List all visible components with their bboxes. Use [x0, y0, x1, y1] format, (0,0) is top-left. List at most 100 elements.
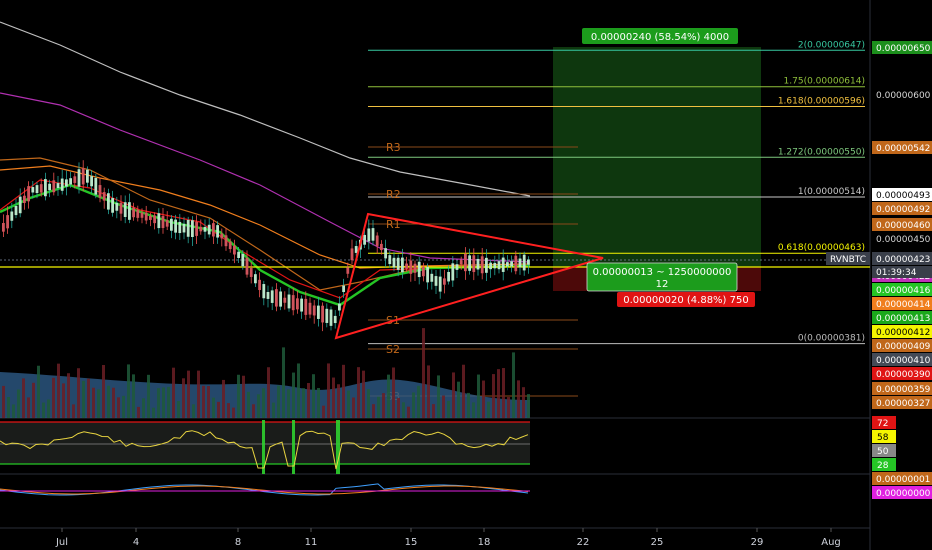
price-axis-label: 0.00000409	[876, 342, 931, 352]
volume-bar	[322, 405, 325, 418]
candle-body	[86, 169, 89, 183]
candle-body	[60, 178, 64, 191]
stop-label: 0.00000020 (4.88%) 750	[623, 295, 748, 306]
volume-bar	[2, 385, 5, 418]
candle-body	[140, 212, 144, 218]
candle-body	[325, 308, 329, 323]
candle-body	[275, 289, 278, 307]
candle-body	[514, 255, 518, 272]
volume-bar	[102, 365, 105, 418]
rsi-axis-label: 28	[877, 461, 889, 471]
fib-level-label: 2(0.00000647)	[798, 40, 865, 50]
volume-bar	[97, 389, 100, 418]
candle-body	[207, 224, 211, 235]
candle-body	[241, 253, 245, 267]
position-labels: 0.00000240 (58.54%) 4000 0.00000013 ~ 125…	[582, 28, 755, 307]
candle-body	[174, 219, 177, 233]
candle-body	[279, 291, 282, 307]
volume-bar	[307, 383, 310, 418]
volume-bar	[452, 372, 455, 418]
candle-body	[497, 261, 501, 270]
price-axis-tag	[872, 353, 932, 366]
candle-body	[409, 260, 413, 274]
candle-body	[329, 309, 333, 326]
candle-body	[413, 263, 417, 273]
volume-bar	[22, 378, 25, 418]
price-axis-label: 0.00000460	[876, 221, 931, 231]
candle-body	[31, 187, 35, 193]
candle-body	[153, 215, 156, 224]
candle-body	[90, 176, 93, 187]
volume-bar	[417, 385, 420, 418]
volume-bar	[207, 386, 210, 418]
candle-body	[459, 260, 463, 265]
candle-body	[426, 266, 429, 283]
price-axis-label: 0.00000416	[876, 286, 931, 296]
rsi-axis-tag	[872, 416, 896, 429]
macd-pane	[0, 483, 530, 496]
ratio-label-line2: 12	[656, 279, 669, 290]
candle-body	[98, 185, 102, 198]
candle-body	[136, 209, 140, 218]
candle-body	[287, 294, 291, 309]
volume-bar	[12, 404, 15, 418]
time-label: 8	[235, 537, 241, 548]
volume-bar	[432, 404, 435, 418]
volume-bar	[347, 390, 350, 418]
volume-bar	[82, 380, 85, 418]
volume-bar	[252, 404, 255, 418]
candle-body	[396, 257, 400, 270]
candle-body	[10, 211, 14, 221]
time-label: Jul	[55, 537, 68, 548]
price-axis-label: 0.00000600	[876, 91, 931, 101]
rsi-oversold-marker	[292, 420, 295, 474]
volume-bar	[47, 399, 50, 418]
pivot-label: R2	[386, 188, 401, 201]
price-axis-label: 0.00000359	[876, 385, 931, 395]
candle-body	[73, 176, 77, 183]
price-axis[interactable]: 0.00000650 0.00000600 0.00000542 0.00000493…	[826, 41, 932, 499]
volume-bar	[297, 363, 300, 418]
candle-body	[44, 179, 47, 197]
candle-body	[2, 223, 5, 232]
price-axis-tag	[872, 367, 932, 380]
candle-body	[111, 198, 114, 213]
volume-bar	[77, 368, 80, 418]
candle-body	[493, 262, 497, 269]
volume-bar	[232, 407, 235, 418]
candle-body	[350, 248, 354, 261]
time-axis[interactable]: Jul 4 8 11 15 18 22 25 29 Aug	[55, 528, 841, 548]
ma-line	[0, 92, 531, 263]
fib-extension[interactable]: 2(0.00000647) 1.75(0.00000614) 1.618(0.000…	[368, 40, 865, 345]
volume-bar	[492, 374, 495, 418]
volume-bar	[407, 406, 410, 418]
volume-bar	[382, 393, 385, 418]
volume-bar	[152, 407, 155, 418]
time-label: 29	[751, 537, 764, 548]
volume-bar	[482, 380, 485, 418]
candle-body	[161, 216, 165, 228]
candle-body	[346, 267, 350, 274]
symmetrical-triangle[interactable]	[334, 212, 604, 340]
candle-body	[119, 202, 123, 214]
candle-body	[312, 305, 316, 316]
candle-body	[455, 264, 459, 270]
time-label: 18	[478, 537, 491, 548]
volume-bar	[202, 385, 205, 418]
volume-bar	[342, 364, 345, 418]
volume-bar	[242, 375, 245, 418]
candle-body	[199, 226, 203, 232]
candle-body	[354, 246, 358, 253]
candle-body	[522, 254, 526, 271]
candle-body	[18, 196, 22, 214]
volume-bar	[457, 381, 460, 418]
candle-body	[233, 245, 236, 255]
candle-body	[182, 223, 186, 233]
candle-body	[333, 315, 337, 324]
rsi-line	[0, 430, 529, 470]
volume-bar	[162, 387, 165, 418]
price-axis-label: 0.00000423	[876, 255, 930, 265]
price-axis-label: 0.00000410	[876, 356, 931, 366]
price-axis-label: 0.00000414	[876, 300, 931, 310]
